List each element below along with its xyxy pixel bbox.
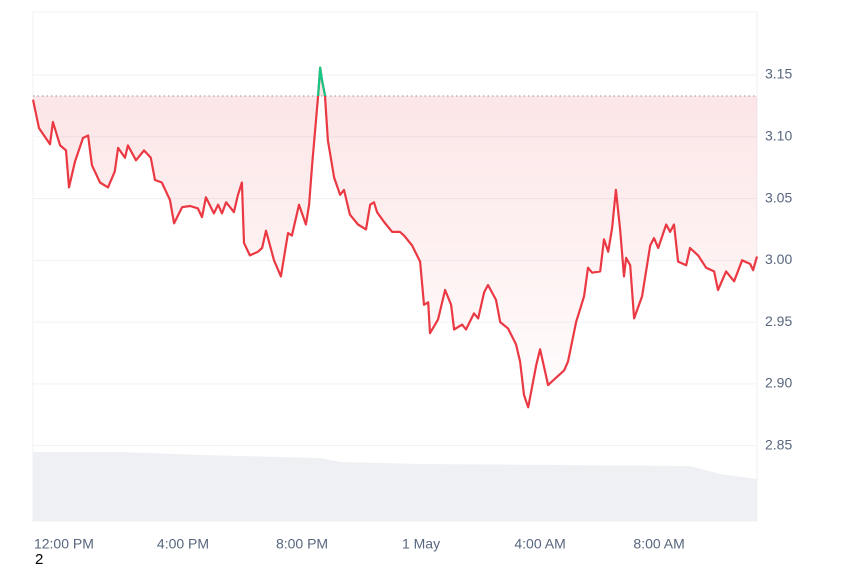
area-fill: [33, 67, 757, 408]
y-tick-label: 2.95: [765, 313, 792, 329]
x-tick-label: 4:00 PM: [157, 536, 209, 552]
x-tick-label: 4:00 AM: [514, 536, 565, 552]
x-tick-label: 8:00 AM: [633, 536, 684, 552]
x-tick-label: 8:00 PM: [276, 536, 328, 552]
y-tick-label: 3.15: [765, 66, 792, 82]
y-tick-label: 2.85: [765, 436, 792, 452]
footnote: 2: [35, 551, 43, 567]
y-tick-label: 3.05: [765, 189, 792, 205]
volume-area: [33, 452, 757, 521]
x-tick-label: 12:00 PM: [34, 536, 94, 552]
plot-frame: [32, 11, 758, 522]
price-line: [31, 66, 759, 409]
x-tick-label: 1 May: [402, 536, 440, 552]
y-tick-label: 3.10: [765, 127, 792, 143]
y-tick-label: 2.90: [765, 375, 792, 391]
y-tick-label: 3.00: [765, 251, 792, 267]
